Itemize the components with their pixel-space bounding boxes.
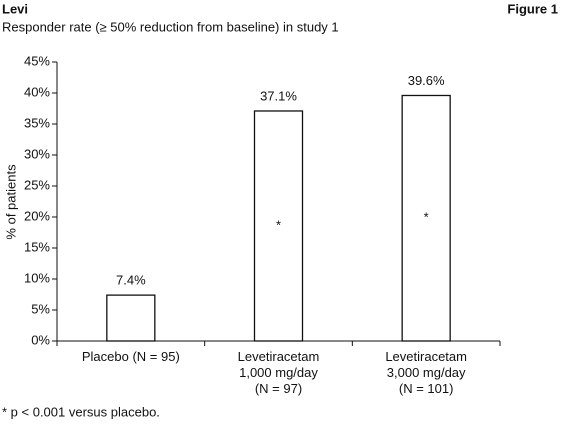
x-tick-label: Levetiracetam 3,000 mg/day (N = 101): [385, 349, 467, 396]
x-tick-label: Placebo (N = 95): [82, 349, 180, 364]
bar: [401, 94, 451, 342]
x-tick-label-line: 3,000 mg/day: [387, 365, 466, 380]
chart-title: Responder rate (≥ 50% reduction from bas…: [2, 19, 339, 34]
value-label: 39.6%: [408, 73, 445, 88]
y-tick-label: 10%: [24, 270, 50, 285]
header-left: Levi: [2, 1, 28, 16]
y-tick-label: 40%: [24, 84, 50, 99]
y-axis-label: % of patients: [3, 164, 18, 240]
bar: [253, 110, 304, 342]
x-tick-label-line: Levetiracetam: [385, 349, 467, 364]
x-tick-label-line: 1,000 mg/day: [239, 365, 318, 380]
y-tick-label: 0%: [31, 332, 50, 347]
x-tick-label-line: Placebo (N = 95): [82, 349, 180, 364]
significance-mark: *: [424, 210, 429, 225]
y-tick-label: 15%: [24, 239, 50, 254]
x-tick-label-line: (N = 97): [255, 381, 302, 396]
y-tick-label: 30%: [24, 146, 50, 161]
x-tick-label: Levetiracetam 1,000 mg/day (N = 97): [238, 349, 320, 396]
y-tick-label: 5%: [31, 301, 50, 316]
value-label: 37.1%: [260, 88, 297, 103]
value-label: 7.4%: [116, 273, 146, 288]
bar: [106, 294, 156, 342]
y-tick-label: 45%: [24, 53, 50, 68]
y-tick-label: 35%: [24, 115, 50, 130]
y-tick-label: 20%: [24, 208, 50, 223]
x-tick-label-line: Levetiracetam: [238, 349, 320, 364]
y-tick-label: 25%: [24, 177, 50, 192]
header-right: Figure 1: [507, 1, 558, 16]
x-tick-label-line: (N = 101): [399, 381, 454, 396]
significance-mark: *: [276, 217, 281, 232]
footnote: * p < 0.001 versus placebo.: [2, 404, 160, 419]
